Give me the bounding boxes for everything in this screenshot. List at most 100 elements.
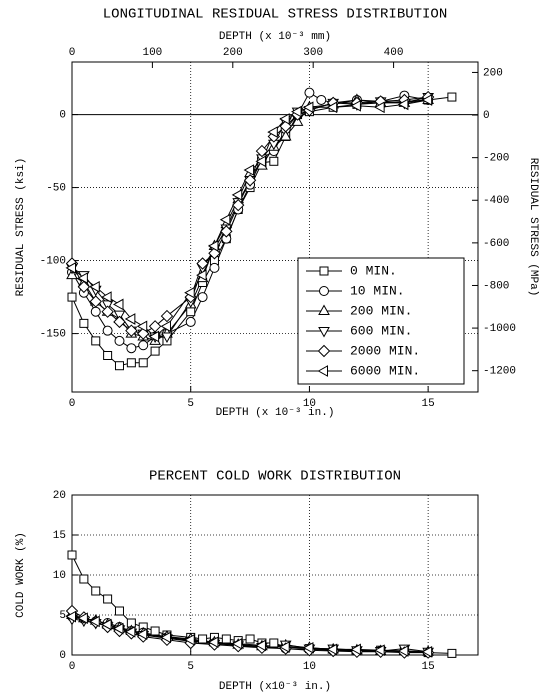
marker	[197, 292, 208, 303]
marker	[267, 126, 278, 138]
marker	[101, 618, 112, 631]
marker	[101, 300, 114, 311]
marker	[255, 144, 269, 158]
y-tick-label: -100	[40, 255, 66, 267]
marker	[326, 101, 338, 114]
marker	[103, 594, 113, 604]
y-axis-label: COLD WORK (%)	[15, 532, 27, 618]
marker	[243, 174, 257, 187]
marker	[319, 286, 329, 296]
x-axis-label: DEPTH (x 10⁻³ in.)	[216, 407, 335, 419]
x-tick-label: 0	[69, 661, 76, 673]
marker	[421, 94, 433, 106]
marker	[397, 645, 409, 657]
marker	[231, 189, 243, 201]
marker	[231, 637, 243, 650]
marker	[196, 257, 209, 270]
marker	[160, 320, 171, 333]
marker	[279, 113, 290, 125]
y-tick-label: 10	[53, 570, 66, 582]
y-axis-label: RESIDUAL STRESS (ksi)	[15, 158, 27, 297]
marker	[126, 343, 137, 354]
marker	[114, 335, 125, 346]
y-tick-label: 0	[59, 109, 66, 121]
y-tick-label: -50	[46, 182, 66, 194]
marker	[319, 266, 329, 276]
marker	[160, 309, 174, 323]
marker	[302, 641, 314, 654]
marker	[89, 295, 102, 308]
y-tick-label: 20	[53, 490, 66, 502]
x-tick-label: 10	[303, 398, 316, 410]
marker	[220, 225, 233, 238]
marker	[126, 358, 136, 368]
marker	[326, 643, 338, 656]
legend-label: 2000 MIN.	[350, 343, 420, 358]
y-tick-label: 5	[59, 610, 66, 622]
marker	[113, 315, 126, 329]
y2-tick-label: 0	[483, 110, 490, 122]
marker	[101, 305, 114, 318]
marker	[91, 586, 101, 596]
x2-tick-label: 400	[384, 47, 404, 59]
marker	[79, 318, 89, 328]
marker	[245, 634, 255, 644]
marker	[103, 350, 113, 360]
marker	[196, 269, 207, 282]
y2-tick-label: -600	[483, 238, 509, 250]
y2-axis-label: RESIDUAL STRESS (MPa)	[527, 158, 539, 297]
marker	[350, 643, 361, 656]
marker	[65, 610, 76, 623]
marker	[207, 240, 219, 252]
x2-axis-label: DEPTH (x 10⁻³ mm)	[219, 31, 331, 43]
marker	[114, 606, 124, 616]
marker	[317, 344, 331, 358]
marker	[302, 101, 314, 114]
marker	[279, 129, 292, 141]
x-tick-label: 10	[303, 661, 316, 673]
marker	[397, 98, 409, 111]
marker	[65, 262, 76, 274]
marker	[231, 198, 245, 212]
marker	[89, 615, 100, 628]
y2-tick-label: -1000	[483, 323, 516, 335]
marker	[243, 164, 255, 176]
y-tick-label: -150	[40, 328, 66, 340]
marker	[219, 213, 231, 226]
marker	[279, 641, 290, 653]
legend-label: 600 MIN.	[350, 323, 412, 338]
x2-tick-label: 100	[142, 47, 162, 59]
marker	[113, 310, 126, 322]
marker	[89, 281, 100, 293]
marker	[447, 92, 457, 102]
marker	[221, 634, 231, 644]
y2-tick-label: 200	[483, 67, 503, 79]
marker	[91, 336, 101, 346]
y-tick-label: 15	[53, 530, 66, 542]
y2-tick-label: -200	[483, 153, 509, 165]
y-tick-label: 0	[59, 650, 66, 662]
marker	[421, 645, 433, 658]
marker	[124, 625, 136, 638]
marker	[318, 327, 330, 338]
marker	[269, 638, 279, 648]
marker	[255, 155, 266, 168]
y2-tick-label: -800	[483, 280, 509, 292]
marker	[124, 313, 136, 325]
marker	[150, 626, 160, 636]
marker	[161, 332, 173, 344]
marker	[304, 87, 315, 98]
marker	[67, 550, 77, 560]
marker	[207, 636, 219, 649]
marker	[186, 307, 196, 317]
legend-label: 200 MIN.	[350, 303, 412, 318]
marker	[374, 644, 385, 657]
chart-title: LONGITUDINAL RESIDUAL STRESS DISTRIBUTIO…	[103, 7, 447, 23]
y2-tick-label: -400	[483, 195, 509, 207]
marker	[125, 324, 138, 337]
marker	[291, 115, 304, 126]
marker	[77, 272, 88, 284]
x-tick-label: 0	[69, 398, 76, 410]
marker	[77, 612, 88, 625]
